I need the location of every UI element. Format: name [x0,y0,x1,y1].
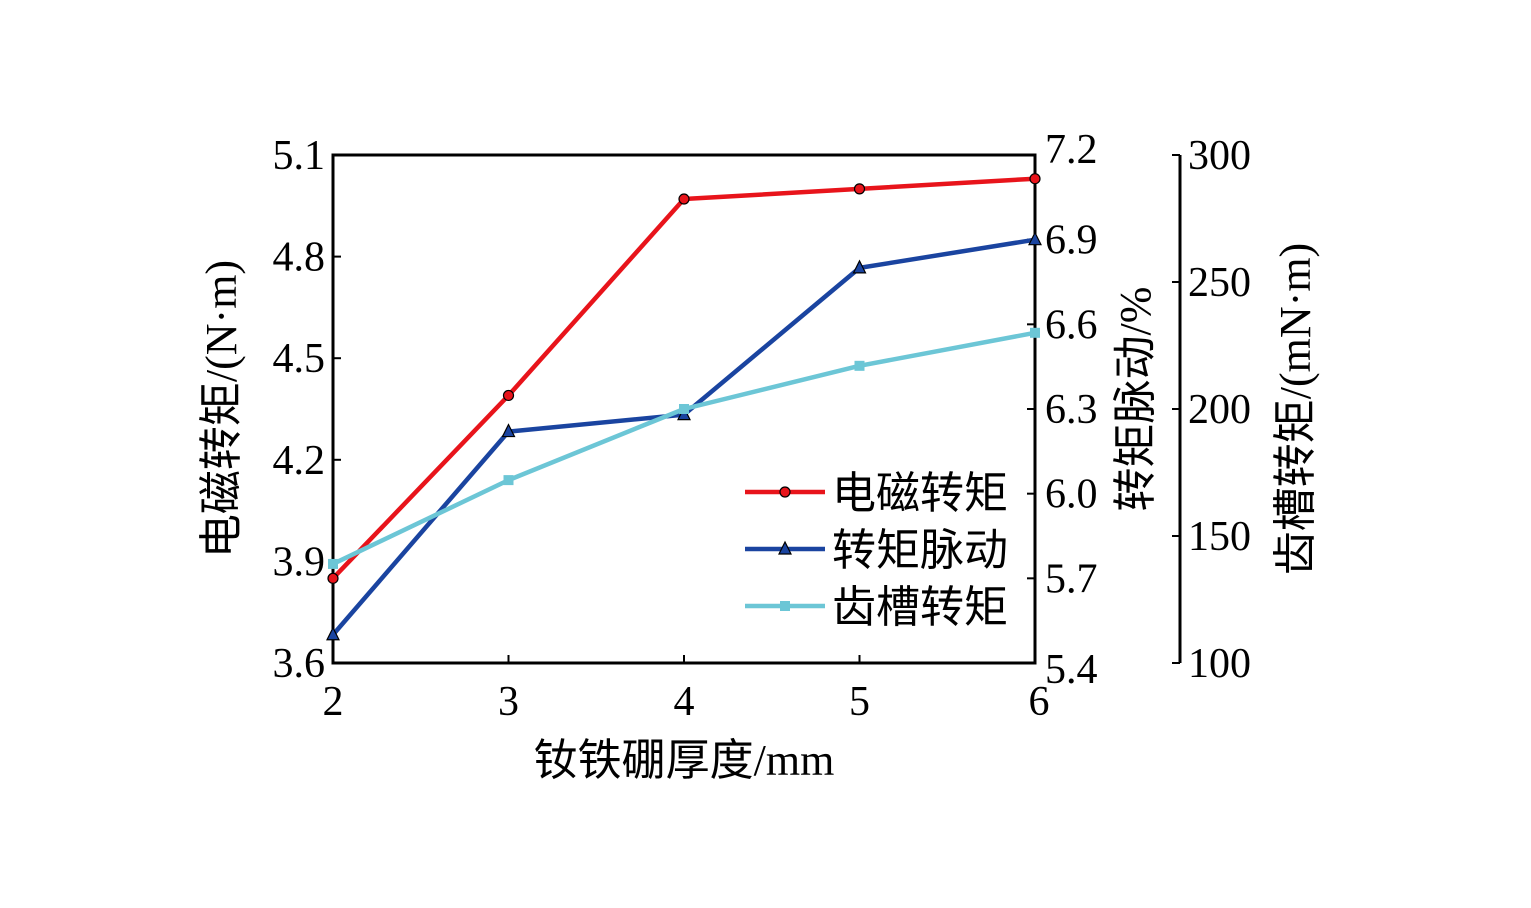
right-y-tick-label: 6.6 [1045,302,1098,348]
right-y-tick-label: 6.0 [1045,472,1098,518]
legend-marker [780,601,790,611]
legend-label: 电磁转矩 [832,469,1008,518]
right-y-tick-label: 6.3 [1045,387,1098,433]
right-y-tick-label: 6.9 [1045,218,1098,264]
data-point [853,183,866,195]
left-y-tick-label: 5.1 [273,133,326,179]
legend-marker [778,540,792,555]
left-y-tick-label: 4.5 [273,336,326,382]
legend-label: 齿槽转矩 [832,583,1008,632]
third-y-tick-label: 250 [1188,260,1251,306]
data-point [328,558,338,569]
right-y-tick-label: 5.7 [1045,556,1098,602]
right-y-tick-label: 5.4 [1045,647,1098,693]
third-y-tick-label: 150 [1188,514,1251,560]
left-y-tick-label: 4.8 [273,235,326,281]
series-2 [328,327,1040,569]
legend-item: 电磁转矩 [745,469,1008,518]
series-line [331,237,1036,637]
left-y-axis-label: 电磁转矩/(N·m) [197,260,246,558]
third-y-tick-label: 200 [1188,387,1251,433]
x-tick-label: 3 [498,679,519,725]
series-0 [327,173,1041,584]
x-tick-label: 2 [323,679,344,725]
legend-item: 齿槽转矩 [745,583,1008,632]
data-point [852,259,867,274]
x-tick-label: 6 [1029,679,1050,725]
data-point [503,475,514,486]
left-y-tick-label: 3.6 [273,641,326,687]
series-1 [326,231,1042,641]
data-point [1030,327,1040,338]
series-line [331,176,1036,580]
data-point [326,626,340,641]
left-y-tick-label: 4.2 [273,438,326,484]
third-y-tick-label: 300 [1188,133,1251,179]
data-point [678,193,690,205]
data-point [1028,231,1042,246]
right-y-axis-label: 转矩脉动/% [1111,287,1160,512]
data-point [1029,173,1041,185]
left-y-tick-label: 3.9 [273,539,326,585]
data-point [327,572,339,584]
x-tick-label: 5 [849,679,870,725]
data-point [854,360,865,371]
legend-label: 转矩脉动 [832,526,1008,575]
third-y-tick-label: 100 [1188,641,1251,687]
x-tick-label: 4 [674,679,695,725]
right-y-tick-label: 7.2 [1045,127,1098,173]
data-point [501,423,516,438]
third-y-axis-label: 齿槽转矩/(mN·m) [1271,243,1320,575]
data-point [679,404,689,414]
legend-marker [779,486,791,498]
x-axis-label: 钕铁硼厚度/mm [534,736,835,785]
legend-item: 转矩脉动 [745,526,1008,575]
data-point [502,389,515,402]
